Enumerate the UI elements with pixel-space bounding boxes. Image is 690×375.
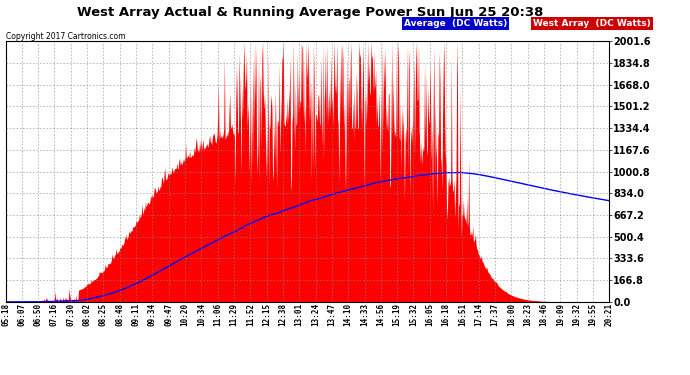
- Text: 15:32: 15:32: [409, 303, 418, 326]
- Text: 09:47: 09:47: [164, 303, 173, 326]
- Text: 18:46: 18:46: [540, 303, 549, 326]
- Text: 11:06: 11:06: [213, 303, 222, 326]
- Text: 20:21: 20:21: [604, 303, 614, 326]
- Text: 06:07: 06:07: [17, 303, 26, 326]
- Text: 13:47: 13:47: [327, 303, 336, 326]
- Text: 15:19: 15:19: [393, 303, 402, 326]
- Text: 09:34: 09:34: [148, 303, 157, 326]
- Text: 17:14: 17:14: [474, 303, 483, 326]
- Text: 07:30: 07:30: [66, 303, 75, 326]
- Text: 14:10: 14:10: [344, 303, 353, 326]
- Text: 12:15: 12:15: [262, 303, 271, 326]
- Text: 13:24: 13:24: [311, 303, 320, 326]
- Text: West Array  (DC Watts): West Array (DC Watts): [533, 19, 651, 28]
- Text: 19:55: 19:55: [589, 303, 598, 326]
- Text: 14:56: 14:56: [376, 303, 385, 326]
- Text: 19:09: 19:09: [556, 303, 565, 326]
- Text: 11:52: 11:52: [246, 303, 255, 326]
- Text: 18:23: 18:23: [523, 303, 532, 326]
- Text: West Array Actual & Running Average Power Sun Jun 25 20:38: West Array Actual & Running Average Powe…: [77, 6, 544, 19]
- Text: 08:25: 08:25: [99, 303, 108, 326]
- Text: 17:37: 17:37: [491, 303, 500, 326]
- Text: 07:16: 07:16: [50, 303, 59, 326]
- Text: 19:32: 19:32: [572, 303, 581, 326]
- Text: 16:51: 16:51: [458, 303, 467, 326]
- Text: 12:38: 12:38: [279, 303, 288, 326]
- Text: Average  (DC Watts): Average (DC Watts): [404, 19, 507, 28]
- Text: 08:02: 08:02: [83, 303, 92, 326]
- Text: 14:33: 14:33: [360, 303, 369, 326]
- Text: 08:48: 08:48: [115, 303, 124, 326]
- Text: 10:20: 10:20: [181, 303, 190, 326]
- Text: 16:05: 16:05: [425, 303, 434, 326]
- Text: 11:29: 11:29: [230, 303, 239, 326]
- Text: 16:18: 16:18: [442, 303, 451, 326]
- Text: 18:00: 18:00: [507, 303, 516, 326]
- Text: 13:01: 13:01: [295, 303, 304, 326]
- Text: Copyright 2017 Cartronics.com: Copyright 2017 Cartronics.com: [6, 32, 125, 41]
- Text: 05:18: 05:18: [1, 303, 10, 326]
- Text: 06:50: 06:50: [34, 303, 43, 326]
- Text: 10:34: 10:34: [197, 303, 206, 326]
- Text: 09:11: 09:11: [132, 303, 141, 326]
